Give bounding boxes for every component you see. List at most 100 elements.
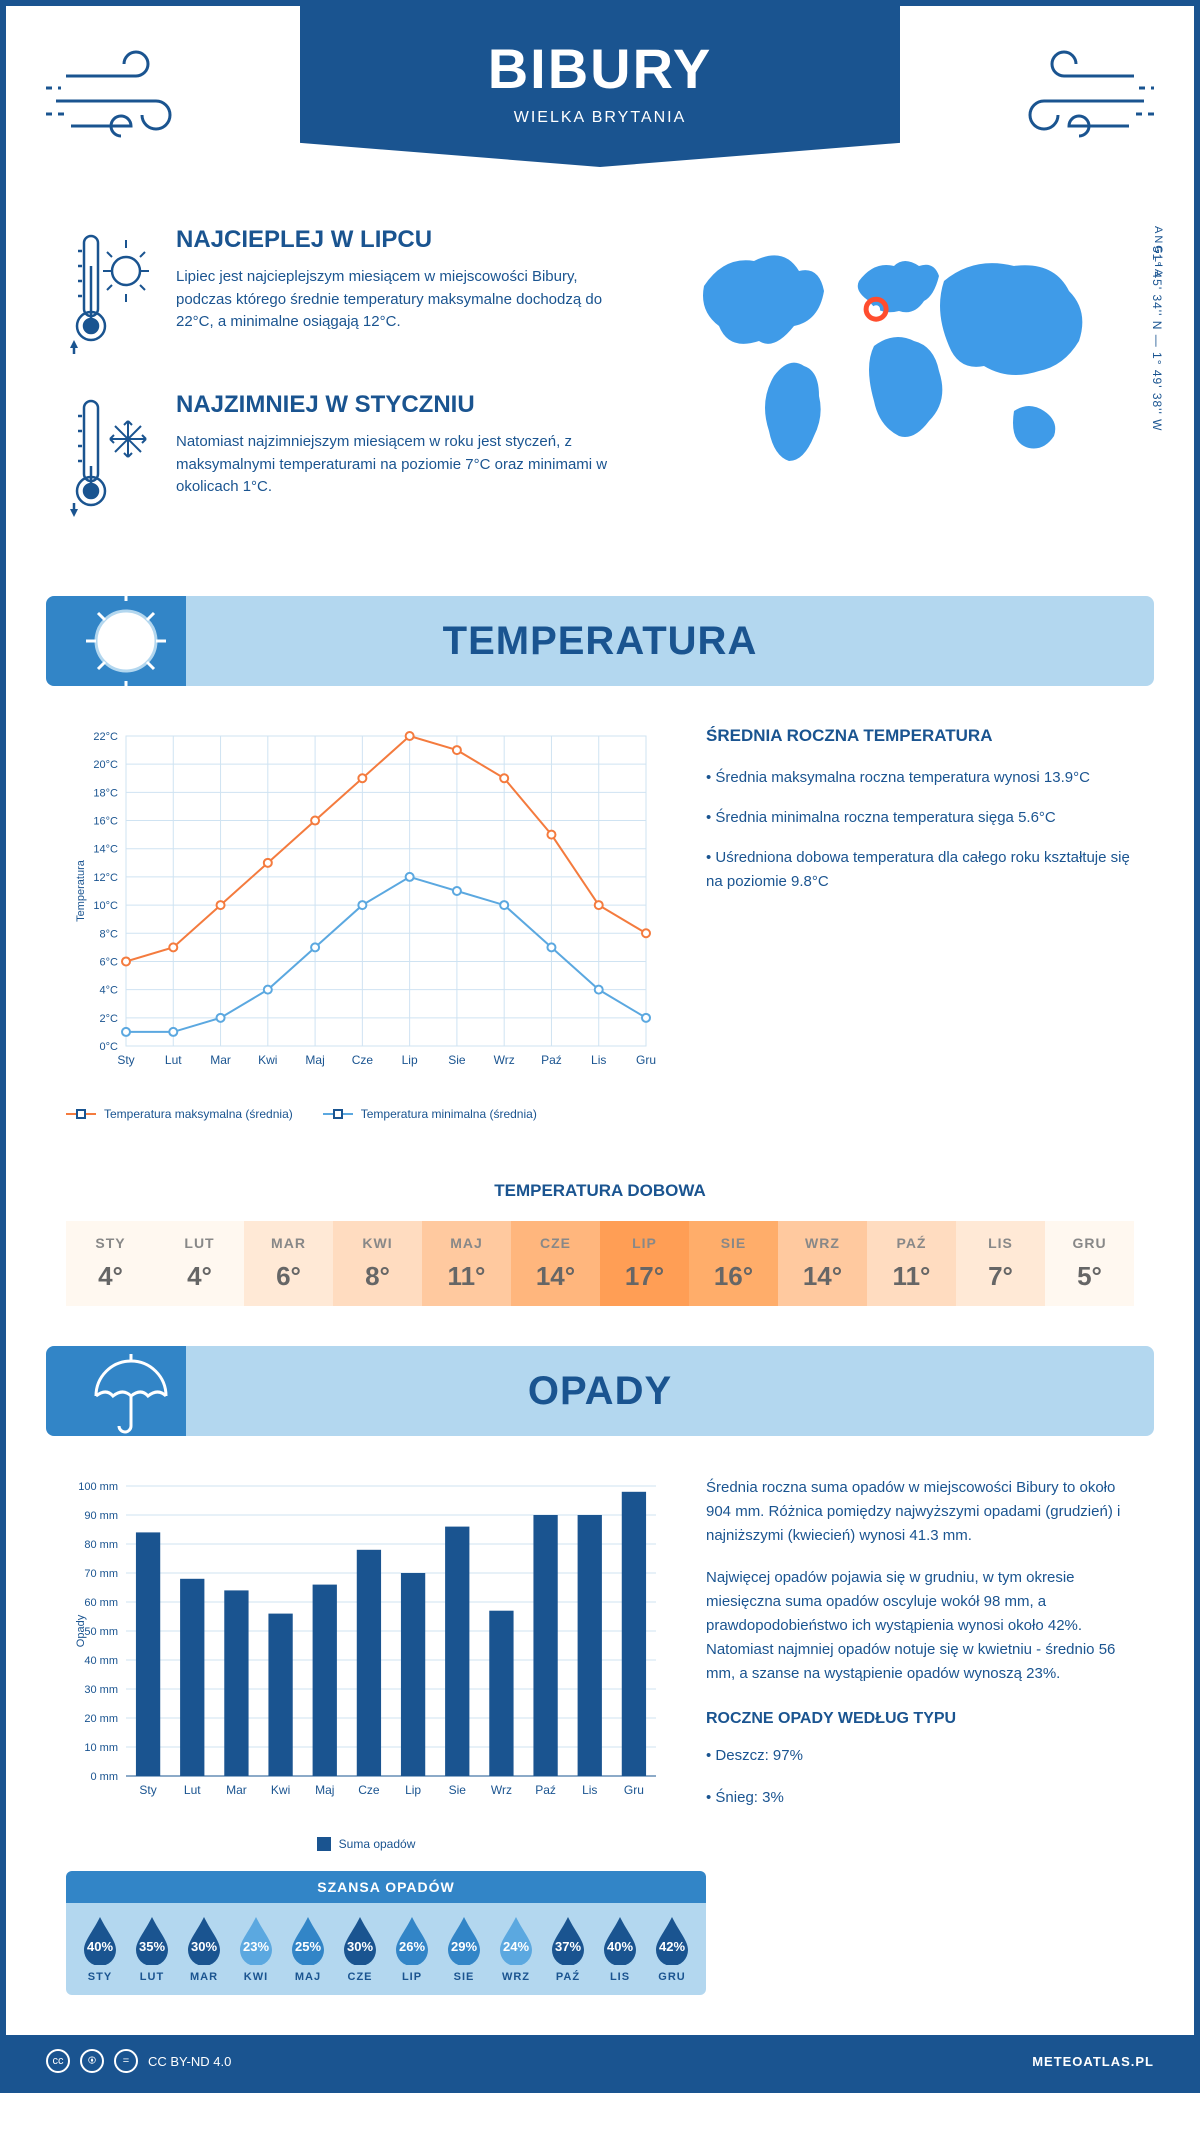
by-icon: 🅯 <box>80 2049 104 2073</box>
world-map-panel: ANGLIA 51° 45' 34'' N — 1° 49' 38'' W <box>674 226 1134 556</box>
svg-text:Sty: Sty <box>117 1053 134 1067</box>
daily-temp-value: 17° <box>600 1261 689 1292</box>
coldest-text: Natomiast najzimniejszym miesiącem w rok… <box>176 431 634 499</box>
chance-month: GRU <box>646 1971 698 1983</box>
svg-text:50 mm: 50 mm <box>84 1626 118 1638</box>
svg-text:Kwi: Kwi <box>271 1783 290 1797</box>
svg-text:Opady: Opady <box>75 1614 87 1647</box>
drop-icon: 37% <box>548 1915 588 1965</box>
chance-cell: 42% GRU <box>646 1915 698 1983</box>
precip-chart: 0 mm10 mm20 mm30 mm40 mm50 mm60 mm70 mm8… <box>66 1476 666 1851</box>
temperature-title: TEMPERATURA <box>443 619 758 664</box>
umbrella-icon <box>76 1336 166 1426</box>
temp-bullet: • Średnia maksymalna roczna temperatura … <box>706 766 1134 790</box>
wind-icon-left <box>46 46 206 161</box>
daily-temp-grid: STY 4° LUT 4° MAR 6° KWI 8° MAJ 11° CZE … <box>66 1221 1134 1306</box>
daily-temp-value: 5° <box>1045 1261 1134 1292</box>
daily-temp-month: WRZ <box>778 1235 867 1251</box>
drop-icon: 30% <box>184 1915 224 1965</box>
temperature-sidebar: ŚREDNIA ROCZNA TEMPERATURA • Średnia mak… <box>706 726 1134 1121</box>
daily-temp-value: 7° <box>956 1261 1045 1292</box>
svg-text:0°C: 0°C <box>100 1041 119 1053</box>
daily-temp-month: MAR <box>244 1235 333 1251</box>
daily-temp-month: MAJ <box>422 1235 511 1251</box>
svg-text:Maj: Maj <box>315 1783 334 1797</box>
svg-text:Cze: Cze <box>352 1053 374 1067</box>
svg-text:40 mm: 40 mm <box>84 1655 118 1667</box>
intro-text-column: NAJCIEPLEJ W LIPCU Lipiec jest najcieple… <box>66 226 634 556</box>
svg-text:90 mm: 90 mm <box>84 1510 118 1522</box>
temp-sidebar-title: ŚREDNIA ROCZNA TEMPERATURA <box>706 726 1134 746</box>
chance-month: WRZ <box>490 1971 542 1983</box>
temperature-body: 0°C2°C4°C6°C8°C10°C12°C14°C16°C18°C20°C2… <box>6 686 1194 1161</box>
precip-legend: Suma opadów <box>66 1837 666 1851</box>
svg-text:18°C: 18°C <box>93 787 118 799</box>
svg-text:Sie: Sie <box>448 1053 466 1067</box>
daily-temp-value: 11° <box>422 1261 511 1292</box>
chance-month: SIE <box>438 1971 490 1983</box>
precip-sidebar: Średnia roczna suma opadów w miejscowośc… <box>706 1476 1134 1851</box>
drop-icon: 42% <box>652 1915 692 1965</box>
svg-text:Temperatura: Temperatura <box>75 859 87 922</box>
precip-body: 0 mm10 mm20 mm30 mm40 mm50 mm60 mm70 mm8… <box>6 1436 1194 1871</box>
chance-month: MAJ <box>282 1971 334 1983</box>
svg-text:Mar: Mar <box>226 1783 247 1797</box>
daily-temp-month: LUT <box>155 1235 244 1251</box>
sun-icon <box>76 586 166 676</box>
svg-text:Sie: Sie <box>449 1783 467 1797</box>
daily-temp-month: LIP <box>600 1235 689 1251</box>
wind-icon-right <box>994 46 1154 161</box>
svg-text:Cze: Cze <box>358 1783 380 1797</box>
nd-icon: = <box>114 2049 138 2073</box>
svg-text:Paź: Paź <box>541 1053 562 1067</box>
chance-cell: 30% MAR <box>178 1915 230 1983</box>
world-map <box>674 226 1104 486</box>
svg-text:Wrz: Wrz <box>494 1053 515 1067</box>
chance-grid: 40% STY 35% LUT 30% MAR <box>66 1903 706 1995</box>
daily-temp-value: 14° <box>778 1261 867 1292</box>
daily-temp-value: 4° <box>66 1261 155 1292</box>
chance-cell: 25% MAJ <box>282 1915 334 1983</box>
daily-temp-value: 8° <box>333 1261 422 1292</box>
precip-p1: Średnia roczna suma opadów w miejscowośc… <box>706 1476 1134 1548</box>
chance-month: PAŹ <box>542 1971 594 1983</box>
svg-text:Gru: Gru <box>624 1783 644 1797</box>
intro-section: NAJCIEPLEJ W LIPCU Lipiec jest najcieple… <box>6 206 1194 596</box>
svg-text:Lip: Lip <box>405 1783 421 1797</box>
daily-temp-value: 6° <box>244 1261 333 1292</box>
thermometer-cold-icon <box>66 391 156 526</box>
svg-text:20°C: 20°C <box>93 759 118 771</box>
svg-text:Gru: Gru <box>636 1053 656 1067</box>
daily-temp-cell: SIE 16° <box>689 1221 778 1306</box>
svg-text:22°C: 22°C <box>93 731 118 743</box>
precip-type: • Śnieg: 3% <box>706 1786 1134 1810</box>
svg-text:4°C: 4°C <box>100 985 119 997</box>
daily-temp-value: 11° <box>867 1261 956 1292</box>
chance-month: LUT <box>126 1971 178 1983</box>
daily-temp-month: PAŹ <box>867 1235 956 1251</box>
license-text: CC BY-ND 4.0 <box>148 2054 231 2069</box>
daily-temp-cell: MAJ 11° <box>422 1221 511 1306</box>
temperature-legend: Temperatura maksymalna (średnia) Tempera… <box>66 1107 666 1121</box>
infographic-page: BIBURY WIELKA BRYTANIA NAJCIEPLEJ W LIPC… <box>0 0 1200 2093</box>
svg-text:100 mm: 100 mm <box>78 1481 118 1493</box>
svg-text:Maj: Maj <box>305 1053 324 1067</box>
drop-icon: 24% <box>496 1915 536 1965</box>
precip-p2: Najwięcej opadów pojawia się w grudniu, … <box>706 1566 1134 1686</box>
daily-temp-cell: WRZ 14° <box>778 1221 867 1306</box>
daily-temp-cell: LIP 17° <box>600 1221 689 1306</box>
daily-temp-month: CZE <box>511 1235 600 1251</box>
hottest-block: NAJCIEPLEJ W LIPCU Lipiec jest najcieple… <box>66 226 634 361</box>
daily-temp-value: 4° <box>155 1261 244 1292</box>
daily-temp-month: STY <box>66 1235 155 1251</box>
svg-text:30 mm: 30 mm <box>84 1684 118 1696</box>
chance-cell: 24% WRZ <box>490 1915 542 1983</box>
daily-temp-cell: PAŹ 11° <box>867 1221 956 1306</box>
chance-cell: 29% SIE <box>438 1915 490 1983</box>
daily-temp-month: LIS <box>956 1235 1045 1251</box>
cc-icon: cc <box>46 2049 70 2073</box>
coldest-title: NAJZIMNIEJ W STYCZNIU <box>176 391 634 419</box>
hottest-title: NAJCIEPLEJ W LIPCU <box>176 226 634 254</box>
chance-cell: 26% LIP <box>386 1915 438 1983</box>
svg-text:6°C: 6°C <box>100 956 119 968</box>
